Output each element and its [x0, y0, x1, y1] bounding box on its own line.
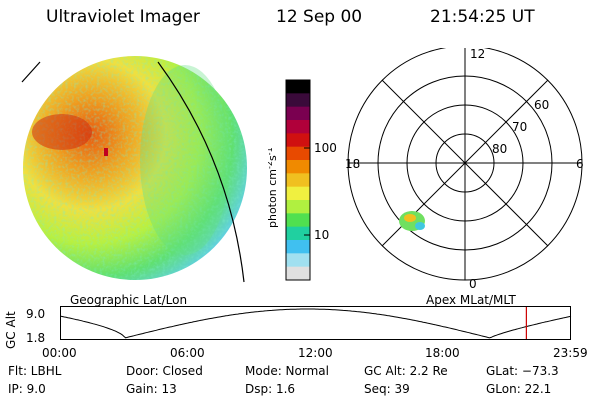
gc-alt-high: 9.0	[26, 307, 46, 321]
aurora-hotspot	[32, 114, 92, 150]
image-noise	[23, 56, 247, 280]
colorbar-band	[286, 93, 310, 108]
mlt-label-6: 6	[576, 157, 584, 171]
info-dsp: Dsp: 1.6	[245, 382, 296, 396]
mlat-label-70: 70	[512, 120, 528, 134]
info-gc-alt: GC Alt: 2.2 Re	[364, 364, 448, 378]
colorbar-tick-10: 10	[314, 228, 330, 242]
info-glat: GLat: −73.3	[486, 364, 559, 378]
polar-plot	[347, 48, 583, 281]
time-label: 21:54:25 UT	[430, 7, 535, 27]
mlt-label-18: 18	[345, 157, 361, 171]
aurora-blob-core	[404, 214, 416, 222]
mlt-label-12: 12	[470, 47, 486, 61]
info-door: Door: Closed	[126, 364, 203, 378]
instrument-title: Ultraviolet Imager	[46, 7, 200, 27]
gc-alt-axis-title: GC Alt	[4, 311, 18, 349]
orbit-altitude-curve	[60, 308, 572, 339]
colorbar-band	[286, 146, 310, 161]
x-tick-1800: 18:00	[425, 346, 460, 360]
x-tick-2359: 23:59	[553, 346, 588, 360]
x-tick-0600: 06:00	[170, 346, 205, 360]
date-label: 12 Sep 00	[276, 7, 363, 27]
dayside-glow	[140, 65, 230, 255]
colorbar-band	[286, 160, 310, 174]
colorbar-band	[286, 266, 310, 281]
colorbar-band	[286, 173, 310, 188]
info-seq: Seq: 39	[364, 382, 410, 396]
colorbar-band	[286, 240, 310, 254]
info-filter: Flt: LBHL	[8, 364, 62, 378]
terminator-line	[157, 61, 245, 283]
altitude-plot	[60, 306, 572, 340]
apex-caption: Apex MLat/MLT	[426, 293, 516, 307]
mlat-label-80: 80	[492, 142, 508, 156]
colorbar-band	[286, 226, 310, 241]
colorbar-tick-100: 100	[314, 141, 337, 155]
x-tick-1200: 12:00	[298, 346, 333, 360]
mlt-label-0: 0	[469, 277, 477, 291]
colorbar-band	[286, 120, 310, 134]
colorbar-label: photon cm-2s-1	[268, 147, 279, 228]
aurora-peak	[104, 148, 108, 156]
colorbar-bands	[286, 80, 310, 281]
info-glon: GLon: 22.1	[486, 382, 552, 396]
colorbar-band	[286, 133, 310, 148]
geographic-image	[21, 56, 247, 283]
mlat-label-60: 60	[534, 98, 550, 112]
colorbar-band	[286, 200, 310, 214]
colorbar: photon cm-2s-1	[268, 79, 311, 281]
colorbar-band	[286, 186, 310, 201]
info-ip: IP: 9.0	[8, 382, 46, 396]
colorbar-band	[286, 106, 310, 121]
colorbar-band	[286, 213, 310, 228]
info-gain: Gain: 13	[126, 382, 177, 396]
colorbar-band	[286, 80, 310, 94]
geographic-caption: Geographic Lat/Lon	[70, 293, 188, 307]
aurora-blob-edge	[415, 222, 425, 230]
gc-alt-low: 1.8	[26, 331, 46, 345]
info-mode: Mode: Normal	[245, 364, 329, 378]
colorbar-band	[286, 253, 310, 268]
orientation-tick	[21, 61, 41, 83]
x-tick-0000: 00:00	[42, 346, 77, 360]
